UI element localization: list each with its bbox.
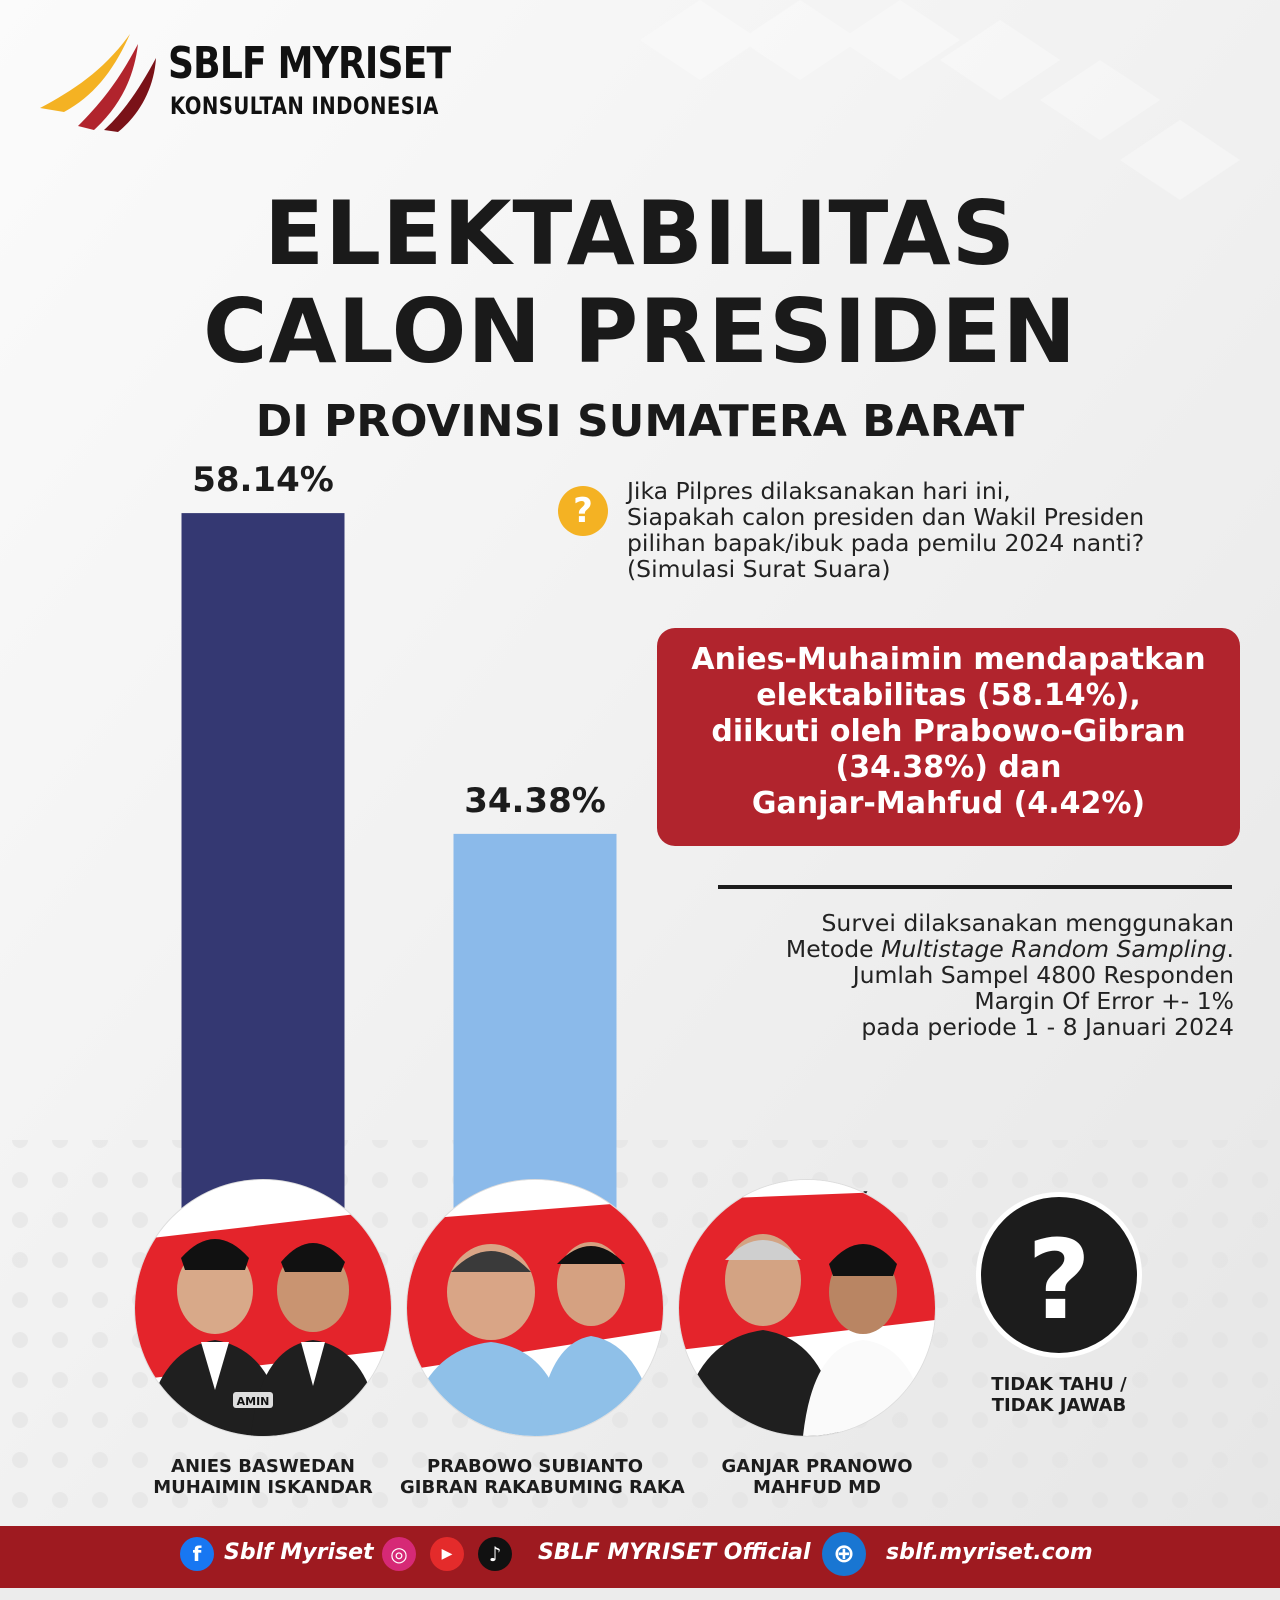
divider [718,885,1232,889]
highlight-line: diikuti oleh Prabowo-Gibran [711,714,1186,749]
candidate-name-2: PRABOWO SUBIANTO GIBRAN RAKABUMING RAKA [400,1456,685,1498]
question-line: pilihan bapak/ibuk pada pemilu 2024 nant… [627,529,1145,557]
unknown-symbol: ? [976,1192,1142,1358]
website-link[interactable]: sblf.myriset.com [886,1540,1093,1565]
candidate-photo-anies-muhaimin: AMIN [135,1180,391,1436]
bar-value-label-1: 58.14% [192,460,334,500]
title-line-2: CALON PRESIDEN [202,280,1078,383]
highlight-line: (34.38%) dan [835,750,1062,785]
question-line: (Simulasi Surat Suara) [627,555,891,583]
instagram-icon[interactable]: ◎ [382,1537,416,1571]
facebook-icon[interactable]: f [180,1537,214,1571]
method-line: Jumlah Sampel 4800 Responden [852,961,1234,989]
youtube-icon[interactable]: ▶ [430,1537,464,1571]
social-handle[interactable]: SBLF MYRISET Official [538,1540,811,1565]
amin-badge: AMIN [237,1395,270,1408]
candidate-photo-ganjar-mahfud [679,1180,935,1436]
candidate-photo-prabowo-gibran [407,1180,663,1436]
question-line: Jika Pilpres dilaksanakan hari ini, [627,477,1011,505]
question-icon: ? [558,486,608,536]
logo-mark-icon [40,34,156,132]
methodology-text: Survei dilaksanakan menggunakan Metode M… [700,910,1234,1040]
tiktok-icon[interactable]: ♪ [478,1537,512,1571]
footer-bottom-strip [0,1588,1280,1600]
method-line: Margin Of Error +- 1% [974,987,1234,1015]
candidate-name-1: ANIES BASWEDAN MUHAIMIN ISKANDAR [153,1456,373,1498]
highlight-line: elektabilitas (58.14%), [756,678,1141,713]
highlight-line: Ganjar-Mahfud (4.42%) [751,786,1146,821]
survey-question: Jika Pilpres dilaksanakan hari ini, Siap… [627,478,1247,582]
globe-icon[interactable]: ⊕ [822,1532,866,1576]
method-line: pada periode 1 - 8 Januari 2024 [861,1013,1234,1041]
candidate-name-3: GANJAR PRANOWO MAHFUD MD [721,1456,913,1498]
method-line: Survei dilaksanakan menggunakan [821,909,1234,937]
question-line: Siapakah calon presiden dan Wakil Presid… [627,503,1145,531]
bar-1 [181,513,345,1298]
subtitle: DI PROVINSI SUMATERA BARAT [255,396,1025,447]
method-line: Metode Multistage Random Sampling. [785,935,1234,963]
brand-name: SBLF MYRISET [168,38,451,89]
highlight-line: Anies-Muhaimin mendapatkan [691,642,1206,677]
brand-tagline: KONSULTAN INDONESIA [170,92,439,120]
bar-value-label-2: 34.38% [464,781,606,821]
title-line-1: ELEKTABILITAS [263,182,1017,285]
method-name: Multistage Random Sampling [881,935,1227,963]
facebook-handle[interactable]: Sblf Myriset [224,1540,374,1565]
result-highlight-box: Anies-Muhaimin mendapatkan elektabilitas… [657,628,1240,846]
candidate-name-4: TIDAK TAHU / TIDAK JAWAB [991,1374,1127,1416]
